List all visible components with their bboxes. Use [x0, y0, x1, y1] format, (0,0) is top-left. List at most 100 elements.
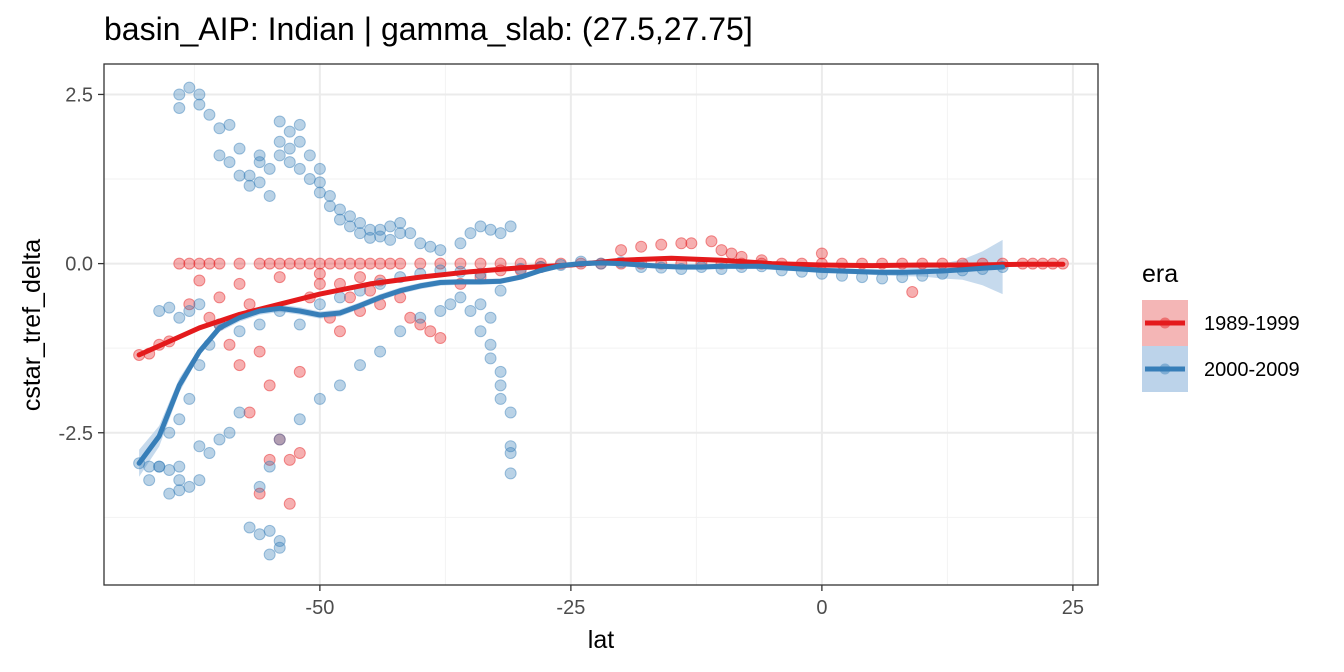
- smooth-line: [136, 260, 1006, 466]
- data-point: [233, 257, 246, 270]
- data-point: [233, 277, 246, 290]
- data-point: [223, 338, 236, 351]
- data-point: [394, 217, 407, 230]
- data-point: [685, 237, 698, 250]
- data-point: [193, 298, 206, 311]
- data-point: [293, 118, 306, 131]
- y-axis-title: cstar_tref_delta: [18, 239, 46, 411]
- data-point: [494, 284, 507, 297]
- data-point: [364, 257, 377, 270]
- data-point: [313, 298, 326, 311]
- x-tick-label: -50: [305, 597, 334, 619]
- data-point: [414, 318, 427, 331]
- data-point: [454, 237, 467, 250]
- data-point: [364, 231, 377, 244]
- data-point: [173, 484, 186, 497]
- data-point: [313, 392, 326, 405]
- data-point: [253, 257, 266, 270]
- data-point: [173, 257, 186, 270]
- data-point: [354, 359, 367, 372]
- data-point: [153, 460, 166, 473]
- data-point: [424, 325, 437, 338]
- chart-title: basin_AIP: Indian | gamma_slab: (27.5,27…: [104, 11, 753, 47]
- data-point: [263, 460, 276, 473]
- data-point: [263, 453, 276, 466]
- data-point: [233, 142, 246, 155]
- data-point: [354, 217, 367, 230]
- data-point: [504, 440, 517, 453]
- data-point: [494, 379, 507, 392]
- data-point: [283, 453, 296, 466]
- data-point: [323, 257, 336, 270]
- data-point: [283, 156, 296, 169]
- data-point: [504, 447, 517, 460]
- data-point: [243, 298, 256, 311]
- data-point: [253, 487, 266, 500]
- data-point: [705, 235, 718, 248]
- data-point: [213, 291, 226, 304]
- data-point: [253, 176, 266, 189]
- data-point: [173, 88, 186, 101]
- data-point: [504, 406, 517, 419]
- data-point: [233, 325, 246, 338]
- smooth-lines: [136, 255, 1066, 466]
- data-point: [273, 271, 286, 284]
- data-point: [484, 311, 497, 324]
- data-point: [293, 257, 306, 270]
- data-point: [333, 203, 346, 216]
- data-point: [283, 497, 296, 510]
- data-point: [193, 88, 206, 101]
- data-point: [233, 406, 246, 419]
- data-point: [283, 257, 296, 270]
- data-point: [263, 524, 276, 537]
- data-point: [263, 257, 276, 270]
- data-point: [233, 359, 246, 372]
- data-point: [444, 298, 457, 311]
- data-point: [293, 365, 306, 378]
- data-point: [333, 257, 346, 270]
- data-point: [213, 122, 226, 135]
- data-point: [655, 238, 668, 251]
- data-point: [193, 257, 206, 270]
- data-point: [273, 257, 286, 270]
- data-point: [394, 325, 407, 338]
- data-point: [173, 311, 186, 324]
- data-point: [474, 298, 487, 311]
- data-point: [243, 406, 256, 419]
- data-point: [313, 176, 326, 189]
- data-point: [333, 213, 346, 226]
- data-point: [273, 535, 286, 548]
- data-point: [183, 392, 196, 405]
- data-point: [323, 200, 336, 213]
- data-point: [183, 257, 196, 270]
- data-point: [243, 179, 256, 192]
- data-point: [253, 480, 266, 493]
- data-point: [263, 189, 276, 202]
- data-point: [414, 311, 427, 324]
- data-point: [223, 118, 236, 131]
- data-point: [906, 286, 919, 299]
- data-point: [384, 220, 397, 233]
- data-point: [343, 210, 356, 223]
- data-point: [173, 474, 186, 487]
- y-tick-label: -2.5: [59, 423, 93, 445]
- data-point: [374, 230, 387, 243]
- data-point: [354, 227, 367, 240]
- data-point: [173, 413, 186, 426]
- data-point: [333, 291, 346, 304]
- data-point: [504, 467, 517, 480]
- data-point: [293, 135, 306, 148]
- data-point: [263, 162, 276, 175]
- data-point: [635, 240, 648, 253]
- x-axis: -50 -25 0 25: [305, 585, 1084, 619]
- data-point: [143, 460, 156, 473]
- data-point: [434, 257, 447, 270]
- data-point: [303, 173, 316, 186]
- data-point: [273, 149, 286, 162]
- data-point: [213, 433, 226, 446]
- data-point: [173, 460, 186, 473]
- legend-key-point: [1159, 363, 1171, 375]
- data-point: [193, 440, 206, 453]
- legend-title: era: [1142, 260, 1178, 288]
- data-point: [143, 474, 156, 487]
